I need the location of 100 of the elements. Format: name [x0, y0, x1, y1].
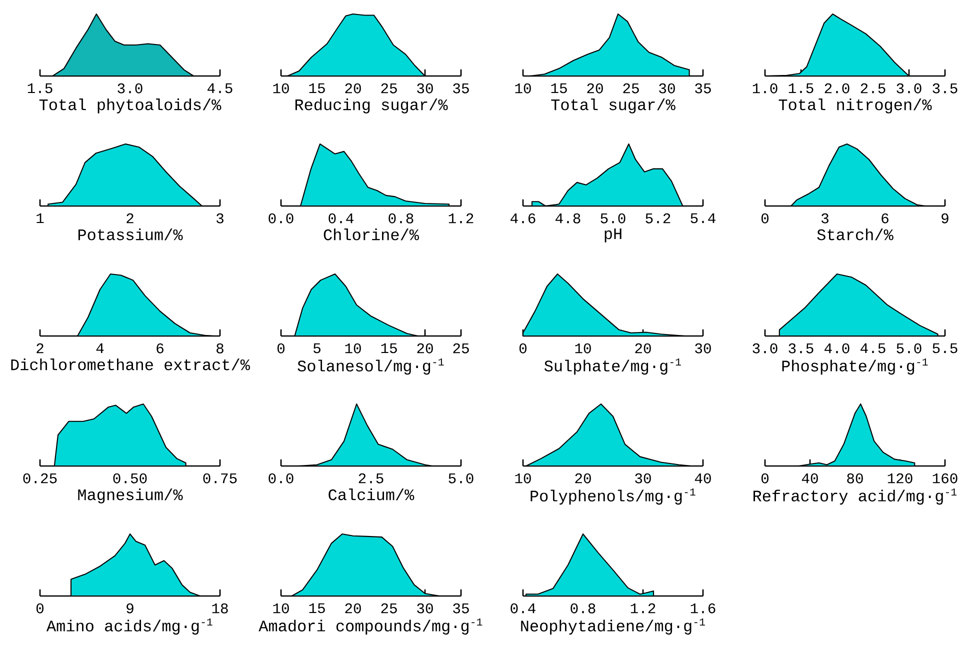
- x-tick-label: 8: [216, 343, 224, 354]
- x-tick-label: 0.4: [328, 213, 354, 224]
- x-tick-label: 2: [126, 213, 134, 224]
- x-tick-label: 0.50: [113, 473, 147, 484]
- x-tick-label: 4.0: [824, 343, 850, 354]
- x-tick-label: 10: [575, 343, 591, 354]
- x-axis-title: Amino acids/mg·g$^{-1}$: [46, 618, 212, 635]
- x-tick-label: 35: [695, 83, 711, 94]
- x-tick-label: 40: [694, 473, 711, 484]
- x-tick-label: 10: [515, 473, 531, 484]
- x-tick-label: 5.0: [600, 213, 626, 224]
- x-tick-label: 6: [156, 343, 164, 354]
- x-tick-label: 0.0: [268, 213, 294, 224]
- x-axis-title: Potassium/%: [78, 228, 183, 240]
- x-tick-label: 5.0: [896, 343, 922, 354]
- x-tick-label: 1.5: [28, 83, 52, 94]
- x-tick-label: 30: [417, 83, 433, 94]
- x-tick-label: 20: [345, 83, 361, 94]
- x-tick-label: 1.6: [690, 603, 716, 614]
- x-tick-label: 10: [273, 603, 289, 614]
- x-tick-label: 1.0: [752, 83, 778, 94]
- x-tick-label: 0.8: [388, 213, 414, 224]
- x-tick-label: 20: [417, 343, 433, 354]
- x-tick-label: 5: [314, 343, 320, 354]
- x-tick-label: 6: [882, 213, 888, 224]
- x-tick-label: 35: [453, 83, 469, 94]
- x-tick-label: 20: [635, 343, 651, 354]
- x-tick-label: 0: [519, 343, 527, 354]
- x-axis-title: Neophytadiene/mg·g$^{-1}$: [521, 618, 705, 635]
- x-tick-label: 5.4: [690, 213, 716, 224]
- x-axis-title: Dichloromethane extract/%: [11, 358, 250, 370]
- x-tick-label: 4.5: [208, 83, 232, 94]
- x-axis-title: Total phytoaloids/%: [39, 98, 222, 114]
- x-tick-label: 5.0: [448, 473, 474, 484]
- x-tick-label: 160: [932, 473, 958, 484]
- x-axis-title: Phosphate/mg·g$^{-1}$: [782, 358, 928, 375]
- x-tick-label: 2.0: [824, 83, 850, 94]
- x-tick-label: 0: [761, 473, 769, 484]
- x-tick-label: 3.5: [788, 343, 814, 354]
- x-tick-label: 1.2: [448, 213, 474, 224]
- x-tick-label: 0: [761, 213, 769, 224]
- x-tick-label: 2.5: [860, 83, 886, 94]
- x-tick-label: 3.0: [752, 343, 778, 354]
- x-tick-label: 15: [381, 343, 397, 354]
- x-tick-label: 0.75: [203, 473, 237, 484]
- x-tick-label: 30: [659, 83, 675, 94]
- x-axis-title: Solanesol/mg·g$^{-1}$: [298, 358, 444, 375]
- x-tick-label: 0.4: [510, 603, 536, 614]
- x-tick-label: 120: [888, 473, 912, 484]
- x-axis-title: Starch/%: [817, 228, 894, 240]
- x-tick-label: 80: [847, 473, 863, 484]
- x-axis-title: Chlorine/%: [324, 228, 419, 240]
- x-tick-label: 4: [96, 343, 104, 354]
- x-axis-title: Total nitrogen/%: [778, 98, 932, 114]
- x-axis-title: Polyphenols/mg·g$^{-1}$: [530, 488, 696, 505]
- x-tick-label: 5.2: [646, 213, 670, 224]
- x-tick-label: 3: [822, 213, 828, 224]
- x-tick-label: 2: [36, 343, 44, 354]
- x-tick-label: 2.5: [358, 473, 384, 484]
- x-tick-label: 0.0: [268, 473, 294, 484]
- x-tick-label: 25: [381, 603, 397, 614]
- x-tick-label: 1.2: [630, 603, 656, 614]
- x-tick-label: 20: [345, 603, 361, 614]
- x-tick-label: 18: [212, 603, 228, 614]
- x-axis-title: Calcium/%: [328, 488, 414, 500]
- x-tick-label: 0: [277, 343, 285, 354]
- x-axis-title: Refractory acid/mg·g$^{-1}$: [754, 488, 957, 505]
- x-tick-label: 30: [695, 343, 711, 354]
- x-tick-label: 3.0: [896, 83, 922, 94]
- x-tick-label: 9: [126, 603, 134, 614]
- x-axis-title: Magnesium/%: [78, 488, 183, 504]
- x-axis-title: Amadori compounds/mg·g$^{-1}$: [258, 618, 482, 635]
- x-tick-label: 1: [36, 213, 44, 224]
- x-tick-label: 15: [309, 603, 325, 614]
- x-tick-label: 3.0: [118, 83, 142, 94]
- x-axis-title: Sulphate/mg·g$^{-1}$: [544, 358, 681, 375]
- x-tick-label: 25: [381, 83, 397, 94]
- x-axis-title: Reducing sugar/%: [295, 98, 448, 114]
- x-tick-label: 3: [216, 213, 224, 224]
- x-tick-label: 9: [942, 213, 948, 224]
- x-tick-label: 15: [309, 83, 325, 94]
- x-axis-title: pH: [604, 228, 622, 242]
- x-tick-label: 15: [551, 83, 567, 94]
- x-tick-label: 20: [587, 83, 603, 94]
- x-tick-label: 10: [515, 83, 531, 94]
- x-tick-label: 35: [453, 603, 469, 614]
- x-tick-label: 4.5: [860, 343, 886, 354]
- x-tick-label: 25: [623, 83, 639, 94]
- x-tick-label: 0.8: [570, 603, 596, 614]
- x-tick-label: 10: [273, 83, 289, 94]
- x-axis-title: Total sugar/%: [551, 98, 676, 114]
- x-tick-label: 4.8: [556, 213, 580, 224]
- x-tick-label: 25: [453, 343, 469, 354]
- x-tick-label: 20: [575, 473, 591, 484]
- x-tick-label: 10: [345, 343, 361, 354]
- x-tick-label: 40: [802, 473, 818, 484]
- x-tick-label: 5.5: [932, 343, 958, 354]
- x-tick-label: 30: [417, 603, 433, 614]
- x-tick-label: 30: [635, 473, 651, 484]
- x-tick-label: 0: [36, 603, 44, 614]
